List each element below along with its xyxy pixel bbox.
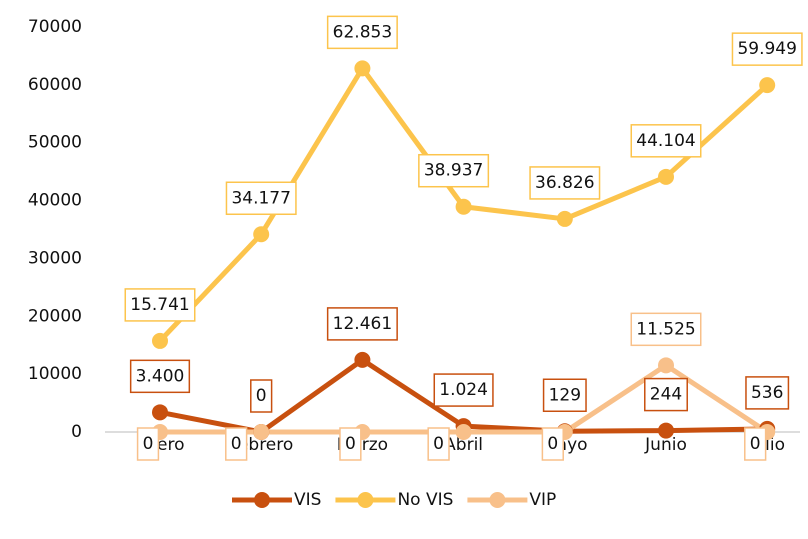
data-label: 44.104	[636, 131, 695, 151]
data-label: 129	[542, 378, 587, 413]
label-box	[542, 378, 587, 413]
label-box	[630, 124, 702, 158]
data-label: 0	[433, 434, 444, 454]
data-label: 0	[427, 427, 450, 461]
marker	[556, 210, 573, 227]
label-box	[250, 379, 273, 413]
data-label: 3.400	[136, 366, 185, 386]
data-label: 0	[339, 427, 362, 461]
marker	[354, 60, 371, 77]
data-label: 1.024	[433, 373, 494, 407]
marker	[658, 422, 674, 439]
label-box	[745, 376, 790, 410]
y-tick-label: 10000	[28, 364, 82, 384]
data-label: 0	[231, 434, 242, 454]
data-label: 62.853	[333, 22, 392, 42]
data-label: 36.826	[535, 173, 594, 193]
label-box	[326, 15, 398, 50]
data-label: 0	[541, 427, 564, 461]
data-label: 0	[750, 434, 761, 454]
data-label: 12.461	[326, 307, 398, 341]
marker	[152, 332, 168, 349]
data-label: 15.741	[130, 295, 189, 315]
y-tick-label: 0	[71, 422, 82, 442]
data-label: 536	[751, 383, 783, 403]
data-label: 59.949	[737, 39, 796, 59]
y-tick-label: 20000	[28, 306, 82, 326]
marker	[253, 424, 270, 440]
legend-label: No VIS	[397, 490, 453, 510]
data-label: 244	[650, 385, 682, 405]
data-label: 15.741	[124, 288, 196, 322]
marker	[455, 424, 472, 440]
data-label: 0	[256, 386, 267, 406]
marker	[253, 226, 270, 243]
label-box	[744, 427, 767, 461]
label-box	[433, 373, 494, 407]
data-label: 34.177	[231, 188, 290, 208]
marker	[354, 351, 371, 368]
marker	[658, 168, 674, 185]
label-box	[225, 181, 297, 216]
data-label: 0	[250, 379, 273, 413]
label-box	[529, 166, 601, 200]
x-tick-label: Abril	[444, 435, 483, 455]
label-box	[418, 153, 490, 188]
marker	[152, 404, 168, 421]
label-box	[630, 312, 702, 347]
data-label: 44.104	[630, 124, 702, 158]
data-label: 34.177	[225, 181, 297, 216]
data-label: 0	[744, 427, 767, 461]
data-label: 12.461	[333, 314, 392, 334]
data-label: 244	[644, 377, 688, 412]
label-box	[136, 427, 160, 461]
data-label: 11.525	[636, 319, 695, 339]
y-tick-label: 40000	[28, 191, 82, 211]
label-box	[225, 427, 248, 461]
x-tick-label: Junio	[644, 435, 687, 455]
data-label: 0	[345, 434, 356, 454]
data-label: 0	[136, 427, 160, 461]
data-label: 3.400	[129, 359, 191, 394]
data-label: 0	[225, 427, 248, 461]
label-box	[326, 307, 398, 341]
data-label: 11.525	[630, 312, 702, 347]
legend-marker	[254, 492, 270, 508]
data-label: 59.949	[731, 32, 803, 66]
label-box	[129, 359, 191, 394]
data-label: 129	[549, 385, 581, 405]
data-label: 0	[143, 434, 154, 454]
y-tick-label: 70000	[28, 17, 82, 37]
data-label: 62.853	[326, 15, 398, 50]
legend-marker	[357, 492, 374, 508]
label-box	[427, 427, 450, 461]
data-label: 36.826	[529, 166, 601, 200]
marker	[455, 198, 472, 215]
data-label: 536	[745, 376, 790, 410]
label-box	[644, 377, 688, 412]
legend-label: VIS	[294, 490, 321, 510]
label-box	[124, 288, 196, 322]
label-box	[541, 427, 564, 461]
label-box	[731, 32, 803, 66]
y-tick-label: 50000	[28, 133, 82, 153]
data-label: 38.937	[424, 161, 483, 181]
marker	[658, 357, 674, 374]
y-tick-label: 30000	[28, 248, 82, 268]
data-label: 0	[547, 434, 558, 454]
legend-marker	[489, 492, 506, 508]
y-tick-label: 60000	[28, 75, 82, 95]
data-label: 38.937	[418, 153, 490, 188]
legend-label: VIP	[529, 490, 556, 510]
label-box	[339, 427, 362, 461]
marker	[759, 77, 776, 94]
data-label: 1.024	[439, 380, 488, 400]
